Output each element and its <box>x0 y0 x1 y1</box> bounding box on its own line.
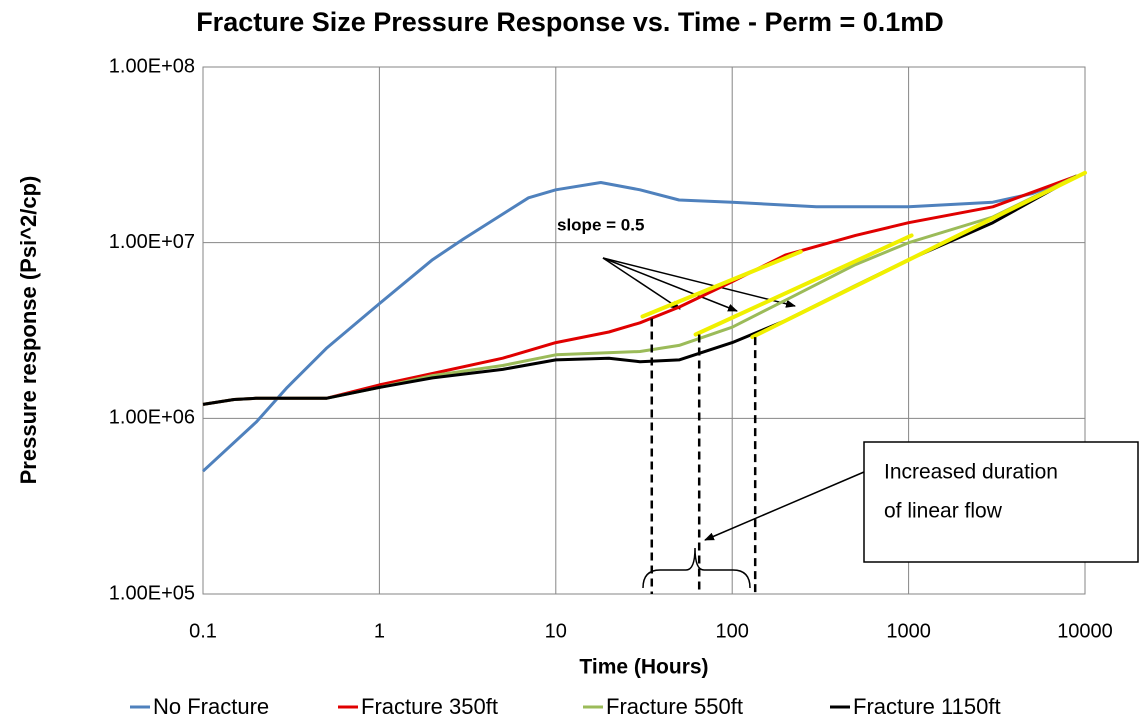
slope-arrows <box>602 257 796 312</box>
annotation-arrow <box>704 471 865 541</box>
y-tick-label: 1.00E+05 <box>109 582 195 604</box>
series-line <box>201 174 1078 473</box>
x-tick-label: 1000 <box>886 620 931 642</box>
x-tick-label: 10 <box>545 620 567 642</box>
slope-line <box>640 249 803 319</box>
slope-line <box>693 233 914 337</box>
x-tick-label: 100 <box>716 620 749 642</box>
slope-label: slope = 0.5 <box>557 215 644 234</box>
x-tick-label: 10000 <box>1057 620 1113 642</box>
x-tick-label: 0.1 <box>189 620 217 642</box>
annotation-box <box>863 441 1139 563</box>
legend-label: Fracture 350ft <box>361 694 498 719</box>
y-tick-label: 1.00E+06 <box>109 407 195 429</box>
y-tick-label: 1.00E+08 <box>109 55 195 77</box>
chart-title: Fracture Size Pressure Response vs. Time… <box>196 7 944 37</box>
x-tick-label: 1 <box>374 620 385 642</box>
legend-label: Fracture 1150ft <box>853 694 1001 719</box>
legend-label: No Fracture <box>153 694 269 719</box>
annotation-text: Increased duration <box>884 461 1058 484</box>
y-axis-label: Pressure response (Psi^2/cp) <box>16 176 41 485</box>
slope-line <box>750 170 1087 340</box>
x-axis-label: Time (Hours) <box>579 656 708 679</box>
annotation-text: of linear flow <box>884 500 1003 523</box>
y-tick-label: 1.00E+07 <box>109 231 195 253</box>
legend-label: Fracture 550ft <box>606 694 743 719</box>
